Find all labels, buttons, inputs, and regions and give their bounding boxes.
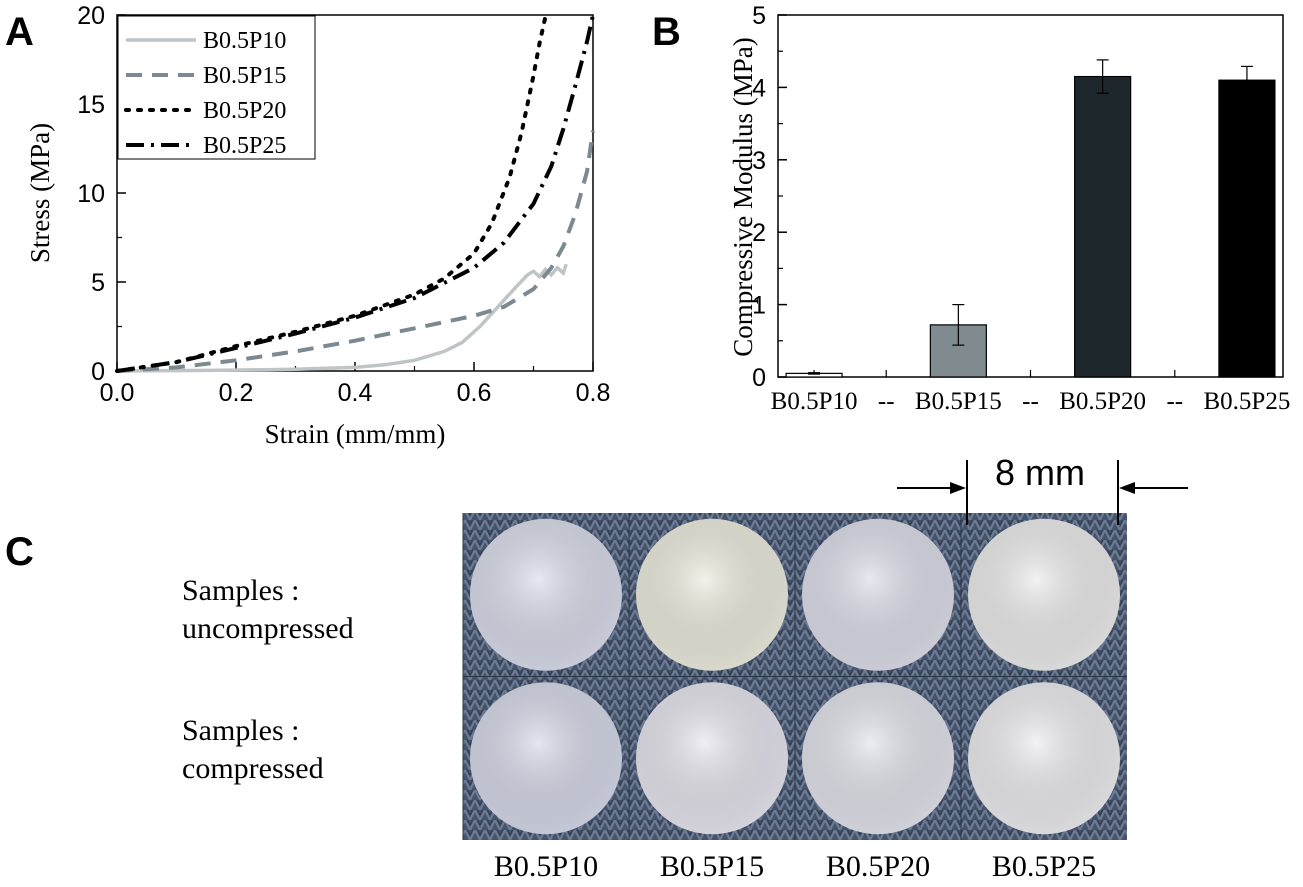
sample-disc-shading — [470, 518, 622, 671]
sample-label-B0.5P20: B0.5P20 — [826, 850, 930, 883]
row-label-compressed-line2: compressed — [182, 752, 324, 785]
dimension-label: 8 mm — [995, 452, 1085, 493]
row-label-compressed-line1: Samples : — [182, 714, 300, 747]
x-tick-label: 0.0 — [100, 379, 135, 407]
y-tick-label: 10 — [77, 180, 105, 208]
x-tick-label: 0.8 — [576, 379, 611, 407]
sample-label-B0.5P15: B0.5P15 — [660, 850, 764, 883]
panel-a-legend: B0.5P10 B0.5P15 B0.5P20 B0.5P25 — [117, 15, 316, 160]
legend-label-B0.5P25: B0.5P25 — [203, 133, 286, 159]
panel-c: C Samples : uncompressed Samples : compr… — [5, 452, 1188, 883]
y-tick-label: 4 — [752, 74, 766, 102]
x-category-label: B0.5P10 — [771, 388, 858, 415]
x-tick-label: 0.4 — [338, 379, 373, 407]
legend-label-B0.5P20: B0.5P20 — [203, 98, 286, 124]
x-tick-label: 0.2 — [219, 379, 254, 407]
y-tick-label: 0 — [91, 358, 105, 386]
x-category-label: -- — [1022, 388, 1039, 415]
panel-a-y-axis-label: Stress (MPa) — [25, 123, 55, 263]
panel-a-letter: A — [5, 10, 34, 54]
sample-disc-shading — [636, 518, 788, 671]
bar-B0.5P20 — [1074, 75, 1132, 378]
panel-b-y-axis-label: Compressive Modulus (MPa) — [728, 37, 758, 357]
series-line-B0.5P10 — [116, 263, 568, 373]
x-category-label: -- — [878, 388, 895, 415]
y-tick-label: 0 — [752, 364, 766, 392]
sample-photo-grid — [462, 513, 1127, 840]
y-tick-label: 2 — [752, 219, 766, 247]
panel-c-letter: C — [5, 530, 34, 574]
sample-label-B0.5P25: B0.5P25 — [992, 850, 1096, 883]
panel-b-categories: B0.5P10 -- B0.5P15 -- B0.5P20 -- B0.5P25 — [771, 388, 1291, 415]
panel-a-x-axis-label: Strain (mm/mm) — [265, 419, 446, 449]
legend-label-B0.5P15: B0.5P15 — [203, 63, 286, 89]
y-tick-label: 1 — [752, 292, 766, 320]
sample-disc-shading — [802, 682, 954, 835]
sample-disc-shading — [968, 518, 1120, 671]
panel-a-plot: 0.0 0.2 0.4 0.6 0.8 0 5 10 15 20 — [77, 2, 610, 407]
sample-disc-shading — [968, 682, 1120, 835]
dimension-annotation: 8 mm — [897, 452, 1188, 525]
y-tick-label: 20 — [77, 2, 105, 30]
row-label-uncompressed-line1: Samples : — [182, 574, 300, 607]
y-tick-label: 5 — [752, 2, 766, 30]
panel-b-ticks: 0 1 2 3 4 5 — [752, 2, 1248, 392]
x-category-label: B0.5P20 — [1059, 388, 1146, 415]
y-tick-label: 5 — [91, 269, 105, 297]
panel-b-bars — [785, 59, 1276, 378]
panel-b-frame — [777, 14, 1284, 378]
panel-b-letter: B — [652, 10, 681, 54]
sample-disc-shading — [470, 682, 622, 835]
panel-a-series — [115, 14, 595, 373]
dimension-right-arrowhead — [1119, 482, 1135, 494]
panel-a-ticks: 0.0 0.2 0.4 0.6 0.8 0 5 10 15 20 — [77, 2, 610, 407]
x-category-label: B0.5P15 — [915, 388, 1002, 415]
legend-entries: B0.5P10 B0.5P15 B0.5P20 B0.5P25 — [124, 28, 286, 159]
x-category-label: B0.5P25 — [1204, 388, 1291, 415]
dimension-left-arrowhead — [950, 482, 966, 494]
x-tick-label: 0.6 — [457, 379, 492, 407]
sample-disc-shading — [802, 518, 954, 671]
series-line-B0.5P15 — [116, 130, 595, 373]
legend-label-B0.5P10: B0.5P10 — [203, 28, 286, 54]
row-label-uncompressed-line2: uncompressed — [182, 612, 354, 645]
y-tick-label: 15 — [77, 91, 105, 119]
sample-labels: B0.5P10 B0.5P15 B0.5P20 B0.5P25 — [494, 850, 1096, 883]
y-tick-label: 3 — [752, 147, 766, 175]
series-line-B0.5P25 — [116, 14, 595, 373]
sample-disc-shading — [636, 682, 788, 835]
bar-B0.5P25 — [1218, 79, 1276, 378]
x-category-label: -- — [1166, 388, 1183, 415]
sample-label-B0.5P10: B0.5P10 — [494, 850, 598, 883]
panel-a: A 0.0 0.2 0.4 0.6 0.8 0 5 10 15 20 Strain (mm/mm)… — [5, 2, 610, 449]
